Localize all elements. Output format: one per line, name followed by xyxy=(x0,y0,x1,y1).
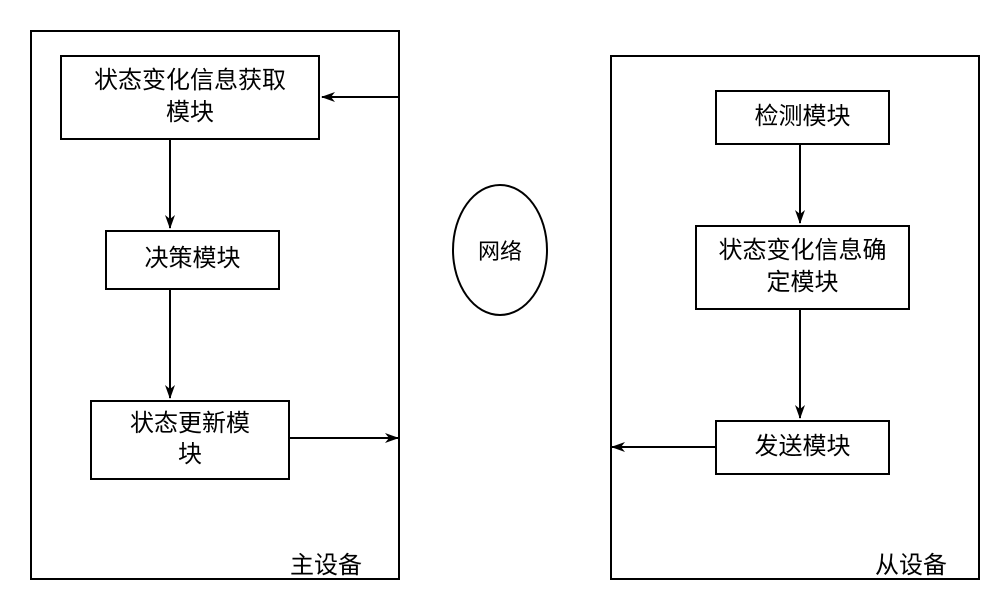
slave-device-label: 从设备 xyxy=(875,545,947,580)
master-device-label: 主设备 xyxy=(290,545,362,580)
slave-detect-module: 检测模块 xyxy=(715,90,890,145)
network-ellipse: 网络 xyxy=(452,184,548,316)
slave-determine-label: 状态变化信息确定模块 xyxy=(719,236,887,298)
slave-detect-label: 检测模块 xyxy=(755,102,851,133)
slave-send-module: 发送模块 xyxy=(715,420,890,475)
slave-send-label: 发送模块 xyxy=(755,432,851,463)
master-decision-label: 决策模块 xyxy=(145,244,241,275)
network-label: 网络 xyxy=(478,234,522,266)
slave-determine-module: 状态变化信息确定模块 xyxy=(695,225,910,310)
master-update-label: 状态更新模块 xyxy=(130,409,250,471)
master-decision-module: 决策模块 xyxy=(105,230,280,290)
master-update-module: 状态更新模块 xyxy=(90,400,290,480)
master-acquire-module: 状态变化信息获取模块 xyxy=(60,55,320,140)
master-acquire-label: 状态变化信息获取模块 xyxy=(94,66,286,128)
diagram-canvas: 状态变化信息获取模块 决策模块 状态更新模块 检测模块 状态变化信息确定模块 发… xyxy=(0,0,1000,613)
